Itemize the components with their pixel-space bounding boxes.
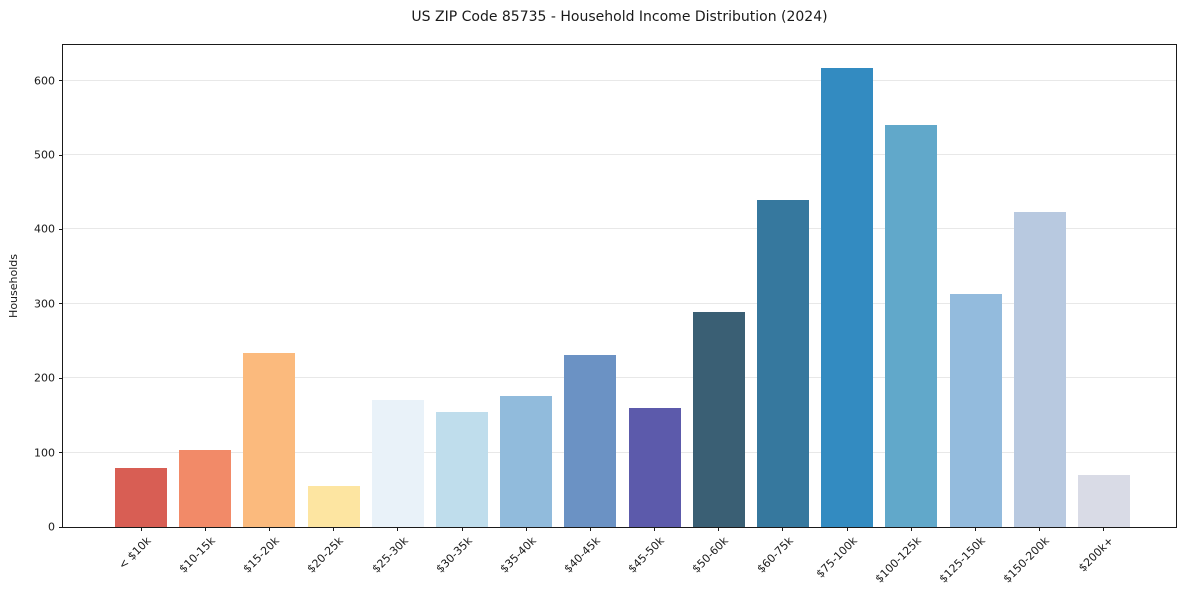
- bar-$60-75k: [756, 199, 809, 527]
- x-tick-mark-0: [140, 527, 142, 531]
- x-tick-mark-15: [1103, 527, 1105, 531]
- x-tick-mark-14: [1039, 527, 1041, 531]
- y-tick-mark-400: [59, 228, 63, 230]
- x-tick-label-10: $60-75k: [754, 534, 796, 576]
- y-axis-label: Households: [7, 254, 20, 318]
- bar-slot-6: $35-40k: [494, 45, 558, 576]
- y-axis-label-wrap: Households: [7, 44, 20, 528]
- y-tick-mark-300: [59, 303, 63, 305]
- bar-$35-40k: [500, 396, 553, 527]
- x-tick-mark-10: [782, 527, 784, 531]
- bar-$75-100k: [821, 68, 874, 527]
- bar-slot-3: $20-25k: [302, 45, 366, 576]
- bar-$10-15k: [179, 450, 232, 527]
- y-tick-label-600: 600: [34, 74, 55, 88]
- x-tick-label-13: $125-150k: [936, 534, 989, 586]
- x-tick-mark-11: [846, 527, 848, 531]
- gridline-y-200: [63, 377, 1176, 379]
- y-tick-mark-600: [59, 80, 63, 82]
- bar-$100-125k: [885, 125, 938, 527]
- bar-slot-4: $25-30k: [366, 45, 430, 576]
- y-tick-label-300: 300: [34, 297, 55, 311]
- x-tick-mark-6: [525, 527, 527, 531]
- x-tick-label-7: $40-45k: [561, 534, 603, 576]
- gridline-y-500: [63, 154, 1176, 156]
- y-tick-mark-500: [59, 154, 63, 156]
- x-tick-mark-13: [975, 527, 977, 531]
- y-tick-mark-100: [59, 452, 63, 454]
- bar-$40-45k: [564, 355, 617, 527]
- gridline-y-400: [63, 228, 1176, 230]
- y-tick-mark-200: [59, 377, 63, 379]
- x-tick-label-15: $200k+: [1076, 534, 1117, 575]
- x-tick-label-3: $20-25k: [304, 534, 347, 576]
- bar-$15-20k: [243, 352, 296, 527]
- y-tick-label-200: 200: [34, 371, 55, 385]
- bar-< $10k: [115, 468, 168, 527]
- gridline-y-300: [63, 302, 1176, 304]
- y-tick-label-0: 0: [48, 520, 55, 534]
- bar-slot-10: $60-75k: [751, 45, 815, 576]
- y-tick-label-400: 400: [34, 222, 55, 236]
- bar-$45-50k: [628, 408, 681, 527]
- x-tick-label-14: $150-200k: [1001, 534, 1053, 586]
- chart-title: US ZIP Code 85735 - Household Income Dis…: [411, 9, 828, 25]
- bar-$125-150k: [949, 294, 1002, 527]
- bar-slot-0: < $10k: [109, 45, 173, 572]
- bar-slot-2: $15-20k: [237, 45, 301, 576]
- x-tick-mark-12: [910, 527, 912, 531]
- bar-$150-200k: [1013, 212, 1066, 527]
- x-tick-label-8: $45-50k: [625, 534, 668, 576]
- bar-slot-5: $30-35k: [430, 45, 494, 576]
- x-tick-label-2: $15-20k: [240, 534, 282, 576]
- x-tick-mark-5: [461, 527, 463, 531]
- x-tick-mark-2: [268, 527, 270, 531]
- bar-slot-13: $125-150k: [937, 45, 1007, 585]
- bar-slot-14: $150-200k: [1001, 45, 1072, 585]
- bar-$30-35k: [436, 412, 489, 527]
- x-tick-mark-1: [204, 527, 206, 531]
- x-tick-mark-9: [718, 527, 720, 531]
- y-tick-label-100: 100: [34, 446, 55, 460]
- bar-$20-25k: [307, 486, 360, 527]
- bar-$25-30k: [371, 399, 424, 527]
- plot-area: < $10k $10-15k $15-20k $20-25k $25-30k $30-35…: [34, 44, 1177, 585]
- x-tick-mark-7: [589, 527, 591, 531]
- x-tick-label-1: $10-15k: [176, 534, 218, 576]
- bar-slot-1: $10-15k: [173, 45, 237, 576]
- x-tick-label-12: $100-125k: [872, 534, 924, 586]
- x-tick-label-0: < $10k: [116, 534, 154, 572]
- bar-$50-60k: [692, 312, 745, 527]
- bar-slot-8: $45-50k: [623, 45, 687, 576]
- x-tick-label-6: $35-40k: [497, 534, 539, 576]
- x-tick-mark-4: [397, 527, 399, 531]
- x-tick-label-9: $50-60k: [690, 534, 732, 576]
- x-tick-label-5: $30-35k: [433, 534, 475, 576]
- x-tick-label-11: $75-100k: [813, 534, 860, 581]
- gridline-y-600: [63, 79, 1176, 81]
- bar-slot-9: $50-60k: [687, 45, 751, 576]
- x-tick-mark-8: [654, 527, 656, 531]
- bar-slot-15: $200k+: [1072, 45, 1136, 574]
- bar-slot-7: $40-45k: [558, 45, 622, 576]
- bar-$200k+: [1077, 474, 1130, 527]
- x-tick-label-4: $25-30k: [369, 534, 411, 576]
- x-tick-mark-3: [333, 527, 335, 531]
- bar-slot-12: $100-125k: [873, 45, 943, 585]
- bar-row: < $10k $10-15k $15-20k $20-25k $25-30k $30-35…: [63, 45, 1176, 585]
- y-tick-label-500: 500: [34, 148, 55, 162]
- y-tick-mark-0: [59, 526, 63, 528]
- bar-slot-11: $75-100k: [813, 45, 879, 580]
- gridline-y-100: [63, 451, 1176, 453]
